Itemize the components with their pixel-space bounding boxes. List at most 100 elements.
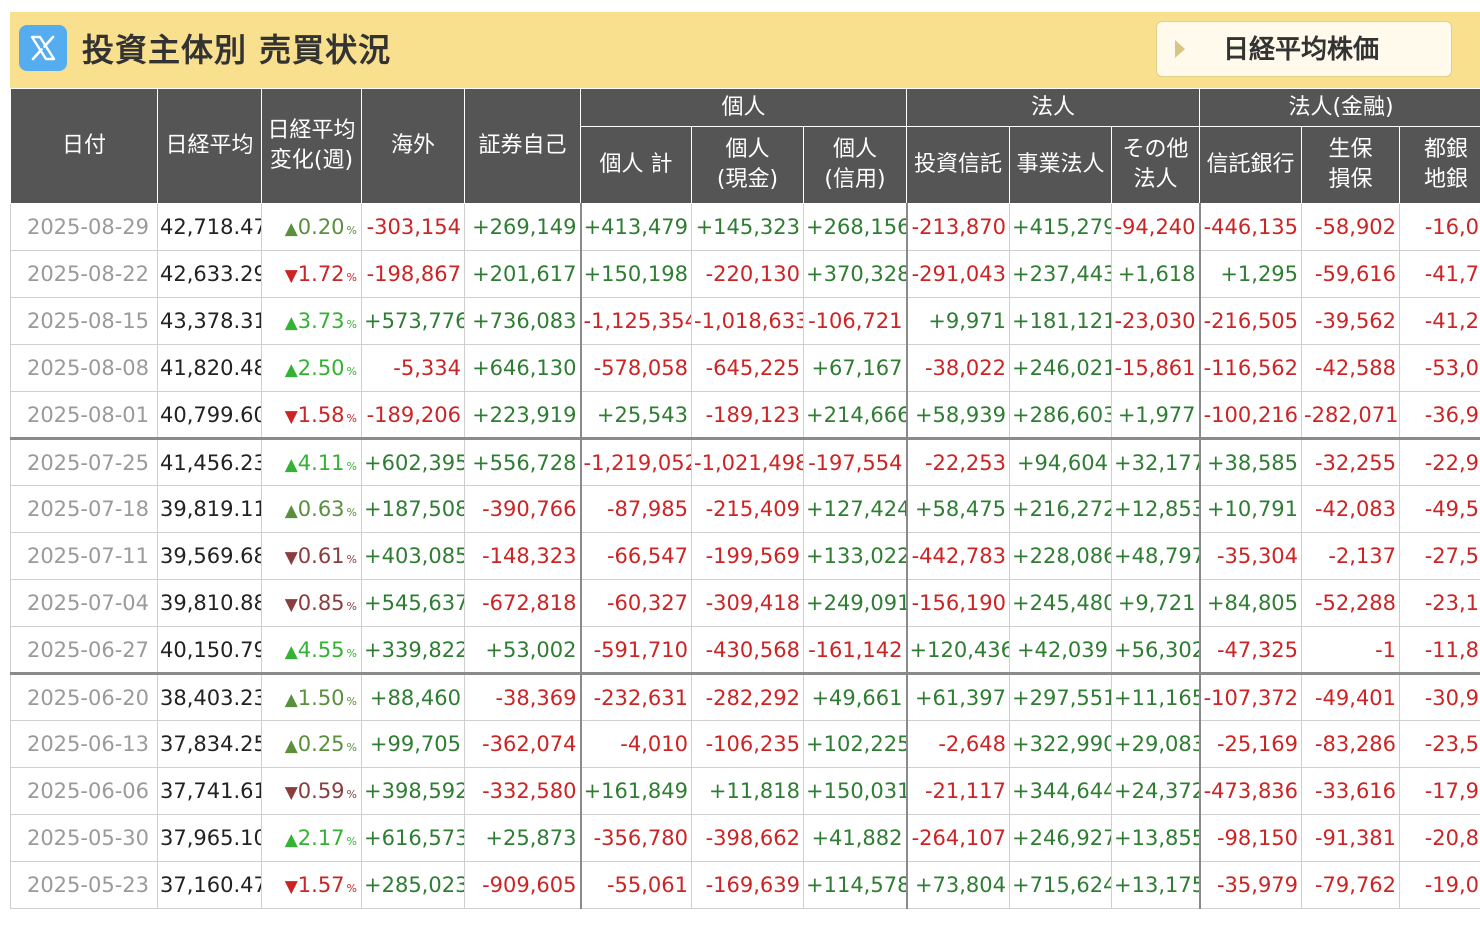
change-value: 0.63 [297,497,345,521]
col-header-city-bank[interactable]: 都銀 地銀 [1399,126,1480,204]
col-header-business-corp[interactable]: 事業法人 [1009,126,1113,204]
change-value: 1.58 [297,402,345,427]
cell-individual-cash: -215,409 [691,485,804,533]
cell-city-bank: -49,5 [1399,485,1480,533]
cell-business-corp: +237,443 [1009,250,1113,298]
cell-investment-trust: -442,783 [905,532,1011,580]
cell-nikkei: 41,456.23 [157,437,262,486]
cell-trust-bank: -47,325 [1198,626,1303,674]
cell-proprietary: +646,130 [464,344,581,392]
cell-individual-margin: +114,578 [802,861,908,909]
col-header-investment-trust[interactable]: 投資信託 [906,126,1011,204]
cell-individual-margin: +133,022 [802,532,908,580]
page-title: 投資主体別 売買状況 [82,31,392,69]
cell-insurance: -49,401 [1301,672,1401,721]
cell-investment-trust: -156,190 [905,579,1011,627]
cell-city-bank: -17,9 [1399,767,1480,815]
col-header-individual-total[interactable]: 個人 計 [580,126,692,204]
x-share-icon[interactable] [19,25,67,71]
col-header-change[interactable]: 日経平均 変化(週) [261,88,362,204]
cell-insurance: -2,137 [1301,532,1401,580]
cell-insurance: -39,562 [1301,297,1401,345]
cell-trust-bank: -107,372 [1198,672,1303,721]
cell-proprietary: +201,617 [464,250,581,298]
percent-unit: % [346,835,357,848]
cell-foreign: +545,637 [361,579,465,627]
cell-business-corp: +322,990 [1009,720,1113,768]
change-value: 4.55 [297,637,345,662]
percent-unit: % [346,318,357,331]
percent-unit: % [346,741,357,754]
col-header-individual-cash[interactable]: 個人 (現金) [691,126,804,204]
col-header-date[interactable]: 日付 [10,88,158,204]
col-header-trust-bank[interactable]: 信託銀行 [1199,126,1303,204]
table-row: 2025-05-23 37,160.47 ▼1.57% +285,023 -909,60… [10,861,1480,909]
cell-other-corp: +1,977 [1111,391,1201,439]
arrow-down-icon: ▼ [284,548,298,568]
cell-individual-cash: -106,235 [691,720,804,768]
col-header-proprietary[interactable]: 証券自己 [464,88,581,204]
cell-city-bank: -41,7 [1399,250,1480,298]
cell-date: 2025-07-11 [10,532,158,580]
cell-city-bank: -16,0 [1399,203,1480,251]
table-row: 2025-08-01 40,799.60 ▼1.58% -189,206 +223,91… [10,391,1480,439]
cell-individual-total: -578,058 [579,344,692,392]
nikkei-average-button[interactable]: 日経平均株価 [1156,21,1452,77]
cell-weekly-change: ▼0.59% [261,767,362,815]
cell-other-corp: +9,721 [1111,579,1201,627]
percent-unit: % [346,224,357,237]
cell-foreign: +285,023 [361,861,465,909]
cell-proprietary: +556,728 [464,437,581,486]
cell-individual-cash: -220,130 [691,250,804,298]
cell-individual-margin: +49,661 [802,672,908,721]
change-value: 2.50 [297,356,345,380]
cell-individual-total: -4,010 [579,720,692,768]
cell-insurance: -1 [1301,626,1401,674]
cell-city-bank: -22,9 [1399,437,1480,486]
table-row: 2025-08-22 42,633.29 ▼1.72% -198,867 +201,61… [10,250,1480,298]
cell-trust-bank: -35,304 [1198,532,1303,580]
arrow-down-icon: ▼ [284,595,298,615]
cell-foreign: +573,776 [361,297,465,345]
arrow-up-icon: ▲ [284,641,298,662]
col-header-foreign[interactable]: 海外 [361,88,465,204]
cell-date: 2025-05-30 [10,814,158,862]
cell-trust-bank: +84,805 [1198,579,1303,627]
nikkei-average-button-label: 日経平均株価 [1223,35,1380,65]
cell-nikkei: 37,741.61 [157,767,262,815]
percent-unit: % [346,694,357,708]
cell-insurance: -83,286 [1301,720,1401,768]
cell-other-corp: +56,302 [1111,626,1201,674]
cell-city-bank: -20,8 [1399,814,1480,862]
cell-individual-cash: -309,418 [691,579,804,627]
cell-business-corp: +415,279 [1009,203,1113,251]
cell-individual-cash: +145,323 [691,203,804,251]
cell-individual-total: +25,543 [579,391,692,439]
cell-weekly-change: ▲0.25% [261,720,362,768]
col-header-individual-cash-l1: 個人 [725,137,770,162]
col-header-individual-margin[interactable]: 個人 (信用) [802,126,908,204]
cell-nikkei: 37,965.10 [157,814,262,862]
cell-individual-margin: -161,142 [802,626,908,674]
cell-proprietary: -909,605 [464,861,581,909]
cell-city-bank: -53,0 [1399,344,1480,392]
col-header-other-corp[interactable]: その他 法人 [1111,126,1201,204]
cell-investment-trust: +58,475 [905,485,1011,533]
cell-business-corp: +216,272 [1009,485,1113,533]
change-value: 3.73 [297,309,345,333]
change-value: 0.61 [297,544,345,568]
cell-investment-trust: -22,253 [905,437,1011,486]
cell-individual-cash: -1,021,498 [691,437,804,486]
col-header-nikkei[interactable]: 日経平均 [157,88,262,204]
cell-date: 2025-07-18 [10,485,158,533]
cell-insurance: -42,083 [1301,485,1401,533]
cell-city-bank: -27,5 [1399,532,1480,580]
percent-unit: % [346,788,357,801]
cell-individual-margin: +41,882 [802,814,908,862]
col-header-insurance[interactable]: 生保 損保 [1301,126,1401,204]
cell-individual-total: -356,780 [579,814,692,862]
cell-weekly-change: ▼1.58% [261,391,362,439]
cell-weekly-change: ▲2.50% [261,344,362,392]
cell-foreign: -5,334 [361,344,465,392]
cell-nikkei: 39,810.88 [157,579,262,627]
